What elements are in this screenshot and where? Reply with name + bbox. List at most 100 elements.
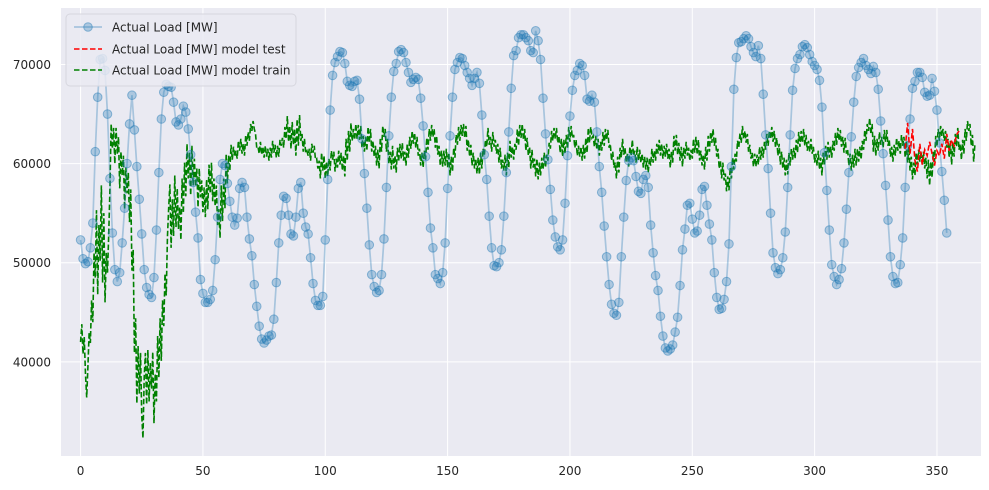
actual-point (178, 101, 189, 111)
actual-point (362, 203, 372, 214)
actual-point (220, 160, 230, 171)
actual-point (900, 182, 910, 193)
x-tick-label: 0 (77, 464, 85, 478)
actual-point (687, 214, 698, 224)
actual-point (552, 242, 563, 252)
actual-point (878, 148, 888, 159)
actual-point (222, 178, 233, 189)
actual-point (401, 57, 411, 68)
actual-point (714, 304, 724, 315)
actual-point (743, 33, 754, 44)
actual-point (795, 49, 805, 60)
actual-point (127, 90, 137, 101)
actual-point (846, 132, 857, 142)
actual-point (205, 294, 216, 305)
actual-point (423, 187, 433, 198)
actual-point (733, 37, 744, 48)
actual-point (670, 327, 680, 337)
actual-point (75, 235, 86, 245)
actual-point (582, 94, 592, 104)
actual-point (817, 102, 827, 112)
actual-point (122, 158, 132, 169)
actual-point (929, 86, 940, 97)
actual-point (875, 116, 886, 126)
actual-point (915, 67, 925, 78)
actual-point (146, 292, 157, 303)
actual-point (543, 154, 553, 165)
actual-point (171, 117, 181, 127)
actual-point (753, 40, 764, 51)
actual-point (880, 180, 891, 191)
actual-point (154, 167, 164, 178)
actual-point (259, 338, 269, 348)
actual-point (704, 219, 715, 229)
actual-point (283, 210, 294, 220)
actual-point (653, 285, 663, 296)
actual-point (702, 200, 712, 211)
actual-point (88, 218, 98, 228)
actual-point (709, 267, 720, 278)
actual-point (415, 93, 426, 103)
actual-point (721, 276, 732, 287)
actual-point (574, 58, 585, 69)
actual-point (567, 85, 578, 96)
actual-point (188, 177, 198, 188)
actual-point (890, 278, 901, 289)
train-series-layer (79, 115, 976, 439)
actual-point (584, 96, 595, 106)
actual-point (144, 289, 154, 300)
actual-point (939, 195, 950, 206)
actual-point (479, 149, 490, 160)
grid-lines (61, 8, 981, 456)
actual-point (281, 193, 291, 204)
actual-point (203, 297, 213, 308)
actual-point (384, 131, 394, 141)
actual-point (685, 198, 695, 209)
actual-point (870, 67, 881, 78)
actual-point (344, 80, 355, 91)
x-tick-label: 150 (436, 464, 459, 478)
actual-point (643, 182, 654, 193)
actual-point (271, 277, 282, 288)
actual-point (249, 279, 260, 290)
y-tick-label: 60000 (13, 157, 51, 171)
actual-point (234, 183, 245, 194)
actual-point (508, 50, 519, 61)
actual-point (374, 285, 384, 296)
actual-point (503, 127, 514, 137)
actual-point (124, 119, 135, 129)
x-tick-label: 350 (926, 464, 949, 478)
actual-point (119, 203, 130, 214)
actual-point (467, 80, 477, 91)
actual-point (300, 222, 311, 232)
actual-point (244, 234, 255, 244)
actual-point (310, 295, 321, 306)
actual-point (614, 297, 624, 308)
actual-point (572, 65, 583, 76)
actual-point (711, 292, 722, 303)
actual-point (156, 114, 167, 124)
actual-point (853, 62, 864, 73)
actual-point (117, 238, 127, 248)
actual-point (247, 250, 257, 261)
actual-point (391, 58, 402, 69)
actual-point (114, 267, 125, 278)
actual-point (616, 251, 627, 262)
actual-point (782, 182, 793, 193)
actual-point (501, 167, 512, 178)
actual-point (386, 92, 397, 102)
actual-point (699, 181, 710, 192)
actual-point (185, 149, 196, 160)
actual-point (337, 47, 348, 58)
actual-point (636, 188, 646, 199)
actual-point (807, 56, 817, 67)
actual-point (768, 248, 778, 258)
actual-point (193, 233, 203, 243)
actual-point (545, 184, 556, 195)
actual-point (924, 90, 935, 101)
actual-point (210, 254, 220, 265)
actual-point (442, 183, 453, 194)
actual-point (809, 60, 820, 71)
actual-point (535, 54, 546, 65)
